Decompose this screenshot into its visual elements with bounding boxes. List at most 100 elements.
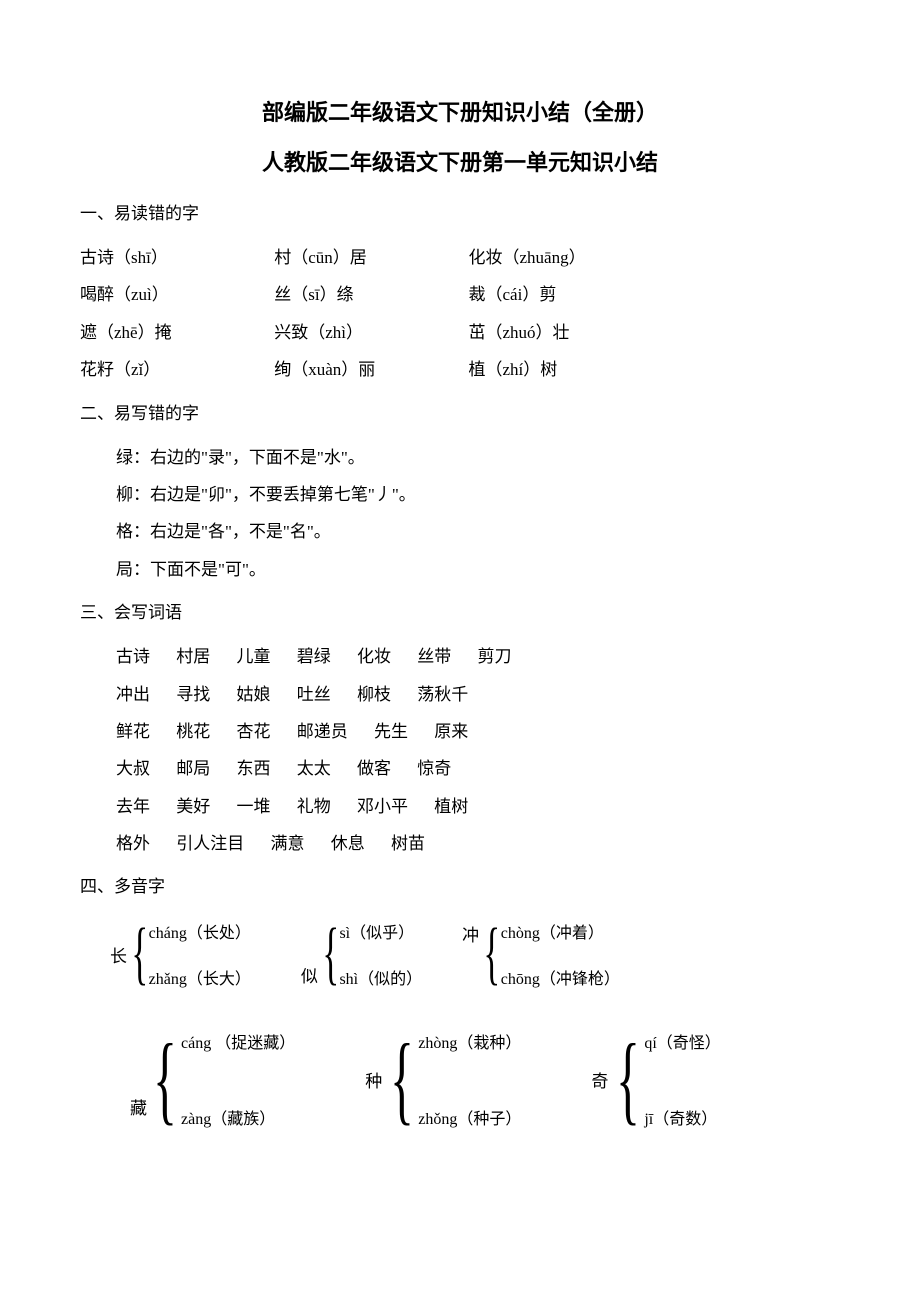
- pinyin-cell: 化妆（zhuāng）: [469, 239, 669, 276]
- polyphone-char: 藏: [130, 1094, 147, 1119]
- word: 剪刀: [478, 638, 512, 675]
- word: 桃花: [176, 713, 210, 750]
- word: 寻找: [176, 676, 210, 713]
- word: 一堆: [237, 788, 271, 825]
- word: 原来: [434, 713, 468, 750]
- brace-icon: {: [483, 919, 501, 989]
- word-row: 大叔 邮局 东西 太太 做客 惊奇: [116, 750, 840, 787]
- brace-icon: {: [131, 919, 149, 989]
- polyphone-reading: chòng（冲着）: [501, 919, 620, 943]
- wrongchar-item: 绿：右边的"录"，下面不是"水"。: [116, 439, 840, 476]
- polyphone-char: 奇: [591, 1067, 608, 1092]
- word: 荡秋千: [417, 676, 468, 713]
- word: 引人注目: [176, 825, 244, 862]
- word: 礼物: [297, 788, 331, 825]
- pinyin-row: 古诗（shī） 村（cūn）居 化妆（zhuāng）: [80, 239, 840, 276]
- polyphone-reading: sì（似乎）: [339, 919, 422, 943]
- word: 东西: [237, 750, 271, 787]
- word: 满意: [271, 825, 305, 862]
- word-row: 冲出 寻找 姑娘 吐丝 柳枝 荡秋千: [116, 676, 840, 713]
- wrongchar-item: 格：右边是"各"，不是"名"。: [116, 513, 840, 550]
- word: 化妆: [357, 638, 391, 675]
- polyphone-row: 藏 { cáng （捉迷藏） zàng（藏族） 种 { zhòng（栽种） zh…: [80, 1029, 840, 1129]
- polyphone-reading: zhòng（栽种）: [418, 1029, 521, 1053]
- document-page: 部编版二年级语文下册知识小结（全册） 人教版二年级语文下册第一单元知识小结 一、…: [0, 0, 920, 1302]
- pinyin-row: 喝醉（zuì） 丝（sī）绦 裁（cái）剪: [80, 276, 840, 313]
- word: 村居: [176, 638, 210, 675]
- word: 碧绿: [297, 638, 331, 675]
- brace-icon: {: [386, 1029, 418, 1129]
- polyphone-reading: shì（似的）: [339, 965, 422, 989]
- section2-heading: 二、易写错的字: [80, 397, 840, 431]
- wrongchar-item: 柳：右边是"卯"，不要丢掉第七笔"丿"。: [116, 476, 840, 513]
- polyphone-reading: zhǒng（种子）: [418, 1105, 521, 1129]
- word: 邮递员: [297, 713, 348, 750]
- polyphone-options: cháng（长处） zhǎng（长大）: [149, 919, 251, 989]
- word: 鲜花: [116, 713, 150, 750]
- polyphone-char: 冲: [462, 921, 479, 946]
- section3-heading: 三、会写词语: [80, 596, 840, 630]
- section4-heading: 四、多音字: [80, 870, 840, 904]
- word: 树苗: [391, 825, 425, 862]
- word: 去年: [116, 788, 150, 825]
- pinyin-cell: 遮（zhē）掩: [80, 314, 270, 351]
- polyphone-reading: jī（奇数）: [644, 1105, 720, 1129]
- pinyin-cell: 古诗（shī）: [80, 239, 270, 276]
- pinyin-cell: 绚（xuàn）丽: [274, 351, 464, 388]
- word: 格外: [116, 825, 150, 862]
- main-title: 部编版二年级语文下册知识小结（全册）: [80, 95, 840, 127]
- word-row: 古诗 村居 儿童 碧绿 化妆 丝带 剪刀: [116, 638, 840, 675]
- word-row: 鲜花 桃花 杏花 邮递员 先生 原来: [116, 713, 840, 750]
- pinyin-cell: 丝（sī）绦: [274, 276, 464, 313]
- pinyin-cell: 花籽（zǐ）: [80, 351, 270, 388]
- brace-icon: {: [612, 1029, 644, 1129]
- word: 杏花: [237, 713, 271, 750]
- brace-icon: {: [322, 919, 340, 989]
- word: 先生: [374, 713, 408, 750]
- polyphone-char: 似: [301, 962, 318, 987]
- word: 惊奇: [417, 750, 451, 787]
- word-row: 去年 美好 一堆 礼物 邓小平 植树: [116, 788, 840, 825]
- polyphone-reading: cháng（长处）: [149, 919, 251, 943]
- word: 美好: [176, 788, 210, 825]
- polyphone-char: 种: [365, 1067, 382, 1092]
- word: 太太: [297, 750, 331, 787]
- polyphone-reading: qí（奇怪）: [644, 1029, 720, 1053]
- polyphone-options: zhòng（栽种） zhǒng（种子）: [418, 1029, 521, 1129]
- polyphone-char: 长: [110, 942, 127, 967]
- pinyin-cell: 茁（zhuó）壮: [469, 314, 669, 351]
- word: 冲出: [116, 676, 150, 713]
- polyphone-row: 长 { cháng（长处） zhǎng（长大） 似 { sì（似乎） shì（似…: [80, 919, 840, 989]
- brace-icon: {: [149, 1029, 181, 1129]
- polyphone-reading: zhǎng（长大）: [149, 965, 251, 989]
- polyphone-group: 长 { cháng（长处） zhǎng（长大）: [110, 919, 251, 989]
- polyphone-group: 冲 { chòng（冲着） chōng（冲锋枪）: [462, 919, 620, 989]
- polyphone-group: 似 { sì（似乎） shì（似的）: [301, 919, 422, 989]
- word: 儿童: [237, 638, 271, 675]
- word: 植树: [434, 788, 468, 825]
- polyphone-reading: cáng （捉迷藏）: [181, 1029, 295, 1053]
- word-row: 格外 引人注目 满意 休息 树苗: [116, 825, 840, 862]
- pinyin-row: 遮（zhē）掩 兴致（zhì） 茁（zhuó）壮: [80, 314, 840, 351]
- pinyin-cell: 植（zhí）树: [469, 351, 669, 388]
- pinyin-cell: 兴致（zhì）: [274, 314, 464, 351]
- word: 大叔: [116, 750, 150, 787]
- pinyin-row: 花籽（zǐ） 绚（xuàn）丽 植（zhí）树: [80, 351, 840, 388]
- polyphone-area: 长 { cháng（长处） zhǎng（长大） 似 { sì（似乎） shì（似…: [80, 919, 840, 1129]
- word: 吐丝: [297, 676, 331, 713]
- word: 邓小平: [357, 788, 408, 825]
- polyphone-options: cáng （捉迷藏） zàng（藏族）: [181, 1029, 295, 1129]
- section1-body: 古诗（shī） 村（cūn）居 化妆（zhuāng） 喝醉（zuì） 丝（sī）…: [80, 239, 840, 389]
- subtitle: 人教版二年级语文下册第一单元知识小结: [80, 145, 840, 177]
- word: 休息: [331, 825, 365, 862]
- polyphone-reading: zàng（藏族）: [181, 1105, 295, 1129]
- word: 丝带: [417, 638, 451, 675]
- word: 做客: [357, 750, 391, 787]
- section3-body: 古诗 村居 儿童 碧绿 化妆 丝带 剪刀 冲出 寻找 姑娘 吐丝 柳枝 荡秋千 …: [80, 638, 840, 862]
- polyphone-reading: chōng（冲锋枪）: [501, 965, 620, 989]
- polyphone-options: sì（似乎） shì（似的）: [339, 919, 422, 989]
- pinyin-cell: 村（cūn）居: [274, 239, 464, 276]
- section1-heading: 一、易读错的字: [80, 197, 840, 231]
- polyphone-group: 奇 { qí（奇怪） jī（奇数）: [591, 1029, 720, 1129]
- pinyin-cell: 裁（cái）剪: [469, 276, 669, 313]
